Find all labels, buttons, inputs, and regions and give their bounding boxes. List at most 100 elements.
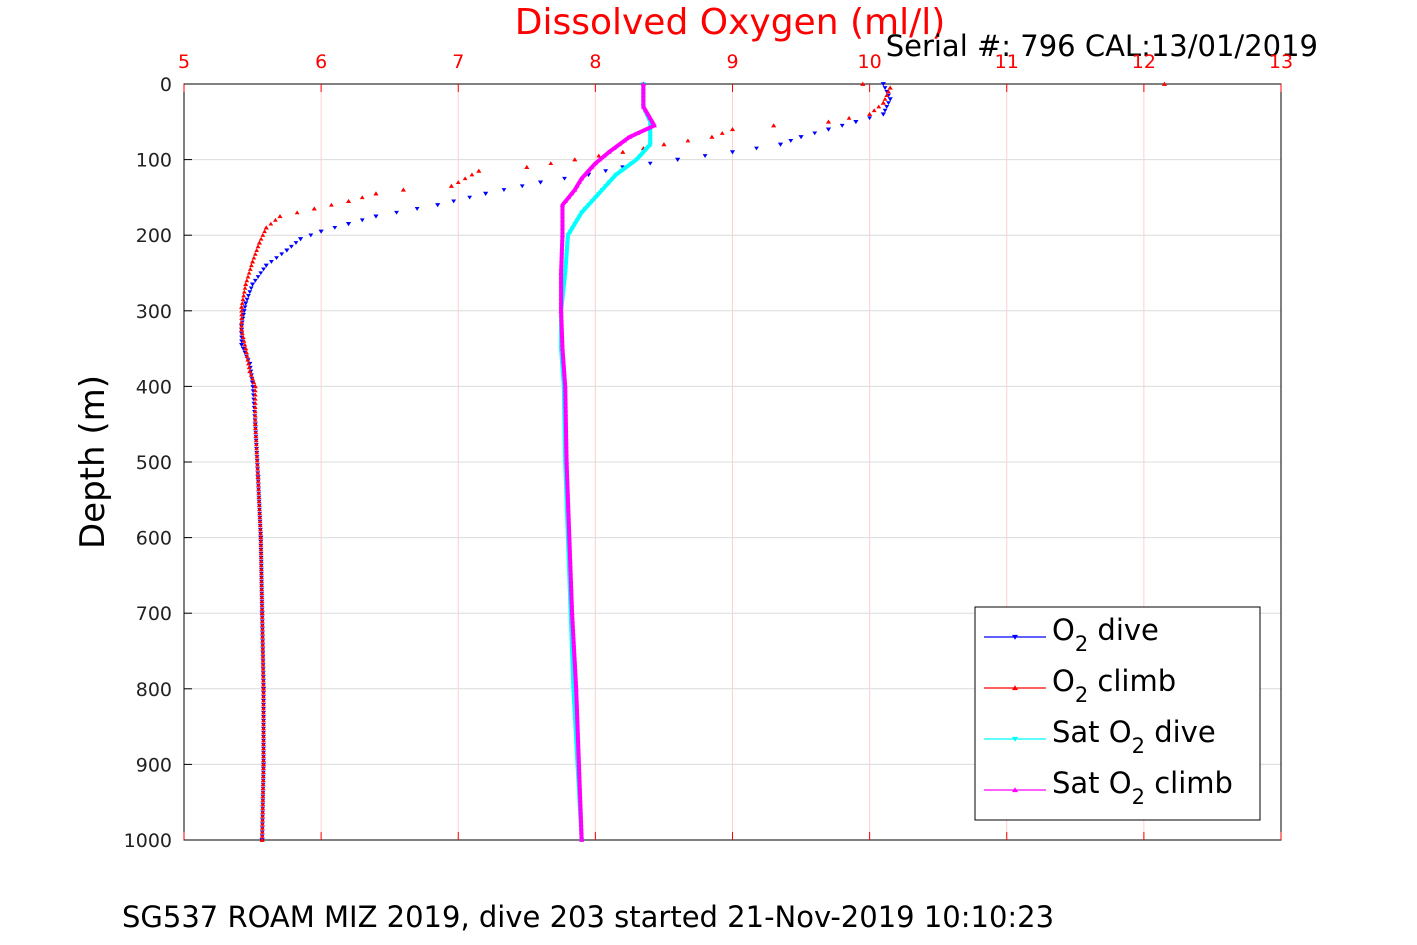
interp-marker — [293, 241, 299, 245]
data-point — [592, 161, 598, 166]
interp-marker — [563, 199, 568, 203]
interp-marker — [260, 233, 266, 237]
interp-marker — [558, 283, 564, 288]
interp-marker — [252, 251, 258, 256]
data-point — [483, 191, 489, 196]
interp-marker — [577, 798, 583, 802]
interp-marker — [572, 670, 578, 675]
interp-marker — [577, 794, 583, 798]
interp-marker — [329, 202, 334, 207]
interp-marker — [563, 412, 569, 416]
data-point — [647, 142, 653, 147]
data-point — [569, 610, 575, 616]
interp-marker — [602, 153, 607, 158]
interp-marker — [640, 93, 646, 98]
chart-title: Dissolved Oxygen (ml/l) — [515, 2, 946, 43]
data-point — [260, 762, 267, 767]
legend-marker — [1012, 787, 1018, 793]
interp-marker — [576, 180, 582, 184]
interp-marker — [561, 363, 567, 368]
interp-marker — [560, 210, 565, 215]
interp-marker — [251, 380, 257, 385]
data-point — [373, 191, 379, 196]
interp-marker — [569, 603, 575, 607]
data-point — [562, 271, 568, 276]
interp-marker — [253, 426, 258, 430]
interp-marker — [564, 455, 569, 460]
interp-marker — [644, 146, 650, 151]
data-point — [880, 100, 886, 105]
interp-marker — [563, 408, 569, 412]
interp-marker — [637, 154, 643, 158]
data-point — [558, 308, 564, 313]
interp-marker — [563, 396, 568, 401]
legend-marker — [1012, 685, 1018, 691]
data-point — [247, 368, 253, 374]
data-point — [524, 164, 530, 169]
interp-marker — [611, 146, 617, 150]
interp-marker — [246, 361, 251, 366]
interp-marker — [575, 726, 581, 731]
interp-marker — [578, 806, 583, 810]
interp-marker — [577, 790, 583, 794]
interp-marker — [567, 229, 573, 234]
data-point — [256, 240, 263, 245]
interp-marker — [640, 150, 646, 155]
data-point — [709, 134, 715, 139]
interp-marker — [240, 335, 246, 339]
interp-marker — [563, 267, 568, 271]
interp-marker — [261, 722, 266, 727]
interp-marker — [560, 359, 566, 363]
data-point — [675, 157, 681, 162]
interp-marker — [578, 809, 584, 814]
interp-marker — [242, 342, 248, 347]
interp-marker — [559, 241, 565, 246]
interp-marker — [569, 595, 574, 599]
interp-marker — [469, 172, 475, 177]
interp-marker — [260, 790, 266, 794]
interp-marker — [254, 248, 260, 252]
interp-marker — [548, 161, 554, 166]
interp-marker — [582, 207, 588, 211]
interp-marker — [566, 511, 571, 516]
interp-marker — [563, 262, 569, 267]
interp-marker — [649, 119, 655, 124]
interp-marker — [560, 350, 566, 355]
interp-marker — [564, 250, 570, 255]
interp-marker — [574, 218, 580, 223]
interp-marker — [567, 559, 573, 564]
interp-marker — [239, 339, 244, 344]
interp-marker — [572, 654, 577, 659]
interp-marker — [576, 774, 582, 779]
interp-marker — [559, 258, 564, 263]
legend-item: Sat O2 climb — [984, 766, 1233, 809]
interp-marker — [640, 89, 646, 94]
interp-marker — [252, 413, 258, 418]
interp-marker — [719, 130, 725, 135]
interp-marker — [569, 599, 575, 603]
data-point — [258, 535, 264, 540]
data-point — [579, 210, 585, 215]
interp-marker — [576, 758, 582, 763]
interp-marker — [568, 575, 574, 580]
interp-marker — [246, 365, 252, 370]
interp-marker — [252, 396, 258, 401]
interp-marker — [558, 275, 564, 279]
y-tick-label: 400 — [136, 376, 172, 398]
interp-marker — [308, 233, 314, 238]
interp-marker — [573, 674, 578, 679]
interp-marker — [876, 104, 882, 109]
data-point — [537, 180, 544, 185]
interp-marker — [566, 195, 572, 200]
interp-marker — [577, 778, 582, 782]
data-point — [559, 346, 566, 351]
interp-marker — [414, 207, 420, 211]
interp-marker — [519, 184, 525, 189]
data-point — [579, 176, 585, 181]
data-point — [243, 301, 249, 306]
interp-marker — [260, 626, 265, 631]
interp-marker — [564, 241, 570, 246]
interp-marker — [647, 115, 653, 120]
data-point — [277, 213, 283, 219]
data-point — [566, 535, 572, 540]
